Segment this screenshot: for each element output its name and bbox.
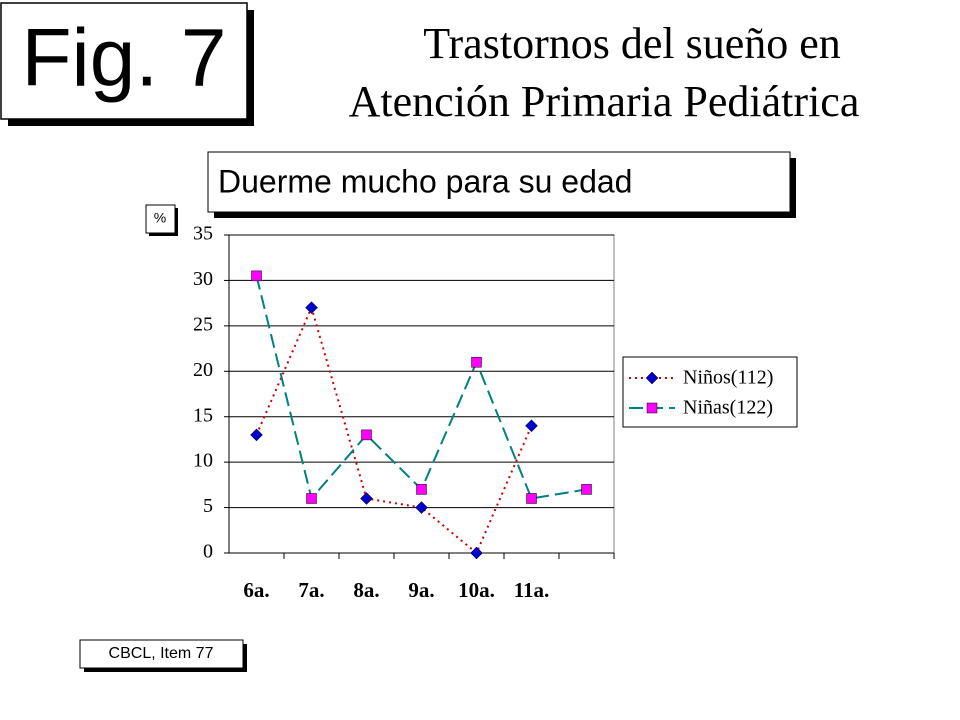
data-point <box>305 301 318 315</box>
x-tick-label: 6a. <box>243 578 269 602</box>
y-tick-label: 35 <box>193 223 213 245</box>
data-point <box>415 501 428 514</box>
x-tick-label: 11a. <box>514 578 550 602</box>
y-tick-label: 20 <box>193 359 213 381</box>
x-tick-label: 10a. <box>458 578 495 602</box>
x-tick-label: 9a. <box>408 578 434 602</box>
data-point <box>250 428 263 442</box>
note-box <box>79 639 244 669</box>
subtitle-box <box>207 151 791 213</box>
y-axis-label: % <box>154 210 166 226</box>
title-line: Trastornos del sueño en <box>423 19 841 68</box>
subtitle: Duerme mucho para su edad <box>218 163 632 199</box>
data-point <box>416 484 427 495</box>
x-tick-label: 8a. <box>353 578 379 602</box>
legend-marker <box>645 371 659 385</box>
fig-box <box>0 2 248 120</box>
fig-label: Fig. 7 <box>21 13 226 104</box>
data-point <box>470 546 483 560</box>
y-tick-label: 30 <box>193 268 213 290</box>
y-tick-label: 15 <box>193 404 213 426</box>
data-point <box>526 493 537 504</box>
x-tick-label: 7a. <box>298 578 324 602</box>
legend-marker <box>646 402 658 414</box>
ylabel-box <box>145 204 176 234</box>
plot-area <box>228 234 615 554</box>
title-line: Atención Primaria Pediátrica <box>349 77 860 126</box>
data-point <box>361 429 372 441</box>
note: CBCL, Item 77 <box>109 645 214 662</box>
data-point <box>581 484 592 495</box>
series-line <box>255 304 533 555</box>
legend-label: Niños(112) <box>683 367 773 389</box>
data-point <box>306 493 317 504</box>
y-tick-label: 0 <box>203 541 213 563</box>
data-point <box>360 492 373 505</box>
data-point <box>525 419 538 433</box>
data-point <box>471 356 482 368</box>
data-point <box>251 270 262 282</box>
legend-box <box>622 356 798 428</box>
y-tick-label: 5 <box>203 495 213 517</box>
legend-label: Niñas(122) <box>683 397 773 419</box>
y-tick-label: 25 <box>193 313 213 335</box>
y-tick-label: 10 <box>193 450 213 472</box>
